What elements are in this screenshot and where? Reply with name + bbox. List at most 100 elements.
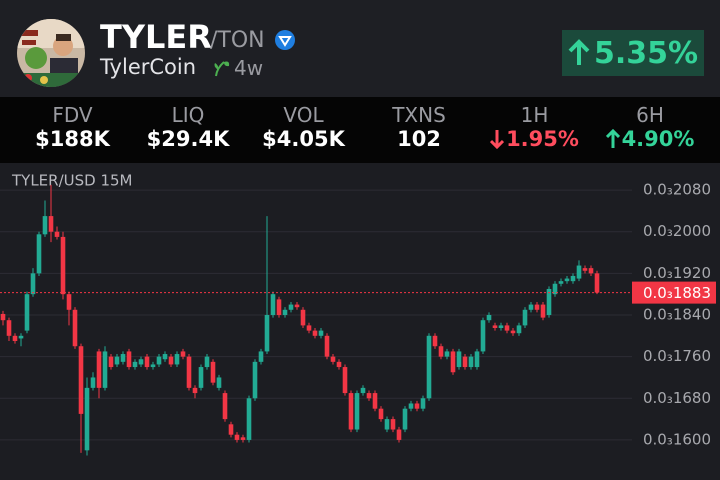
candle-body — [126, 351, 132, 368]
change-box: 5.35% — [562, 30, 704, 76]
candle-body — [330, 356, 336, 362]
candle-body — [402, 408, 408, 430]
stat-value-row: 1.95% — [477, 127, 592, 151]
candle-body — [72, 309, 78, 347]
y-tick-label: 0.0₃1680 — [643, 389, 711, 407]
candle-body — [432, 335, 438, 347]
candle-body — [132, 361, 138, 368]
candle-body — [468, 356, 474, 368]
y-tick-label: 0.0₃1600 — [643, 430, 711, 448]
candle-body — [360, 387, 366, 394]
candle-body — [438, 346, 444, 357]
candle-body — [96, 351, 102, 388]
candle-body — [414, 403, 420, 409]
token-symbol: TYLER — [100, 18, 212, 56]
candle-body — [384, 419, 390, 430]
candle-body — [114, 356, 120, 365]
price-chart: TYLER/USD 15M 0.0₃2080 0.0₃2000 0.0₃1920 0.… — [0, 163, 720, 480]
candle-body — [150, 364, 156, 368]
candle-body — [312, 330, 318, 336]
candle-body — [318, 330, 324, 336]
stat-label: LIQ — [171, 103, 205, 127]
stat: VOL $4.05K — [246, 97, 361, 151]
arrow-shape — [605, 129, 620, 148]
candle-body — [336, 361, 342, 368]
stat: FDV $188K — [15, 97, 130, 151]
candle-body — [36, 234, 42, 274]
candle-body — [486, 314, 492, 321]
candle-body — [138, 359, 144, 365]
last-price-tag — [632, 281, 716, 304]
candle-body — [534, 304, 540, 310]
candle-body — [222, 393, 228, 420]
down-arrow — [490, 130, 505, 149]
token-name: TylerCoin — [100, 55, 197, 79]
stat: 6H 4.90% — [593, 97, 708, 151]
stats-bar: FDV $188K LIQ $29.4K VOL $4.05K TXNS 102 1H 1.95%… — [0, 97, 720, 163]
stat-value-row: $4.05K — [246, 127, 361, 151]
candle-body — [474, 351, 480, 368]
candle-body — [282, 309, 288, 315]
stat-label: TXNS — [392, 103, 446, 127]
candle-body — [258, 351, 264, 362]
stat-value-row: 102 — [362, 127, 477, 151]
price-change: 5.35% — [593, 35, 699, 71]
candle-body — [504, 325, 510, 331]
candle-body — [348, 393, 354, 430]
stat: LIQ $29.4K — [131, 97, 246, 151]
candle-body — [84, 387, 90, 451]
candle-body — [558, 281, 564, 284]
candle-body — [18, 335, 24, 339]
candle-body — [60, 236, 66, 295]
candle-body — [366, 393, 372, 399]
candle-body — [156, 356, 162, 365]
candle-body — [480, 320, 486, 352]
candle-body — [564, 278, 570, 282]
candle-body — [306, 325, 312, 331]
candle-body — [192, 387, 198, 394]
candle-body — [180, 351, 186, 357]
candle-body — [162, 354, 168, 360]
candle-body — [24, 294, 30, 331]
candle-body — [252, 361, 258, 399]
last-price-label: 0.0₃1883 — [643, 284, 711, 302]
candle-body — [204, 356, 210, 368]
stat-label: 6H — [636, 103, 664, 127]
candle-body — [324, 335, 330, 357]
candle-body — [528, 304, 534, 310]
candle-body — [378, 408, 384, 420]
candle-body — [144, 356, 150, 368]
candle-body — [48, 216, 54, 232]
candle-body — [174, 354, 180, 365]
candle-body — [90, 377, 96, 388]
stat-value: 4.90% — [621, 127, 695, 151]
candle-body — [570, 275, 576, 282]
y-tick-label: 0.0₃2000 — [643, 222, 711, 240]
up-arrow — [605, 129, 620, 148]
stat-label: 1H — [520, 103, 549, 127]
stat-value: 1.95% — [506, 127, 579, 151]
y-tick-label: 0.0₃2080 — [643, 181, 711, 199]
stat-value: $4.05K — [262, 127, 345, 151]
candle-body — [264, 314, 270, 352]
candle-body — [0, 313, 6, 321]
token-age: 4w — [234, 56, 264, 80]
candle-body — [576, 265, 582, 279]
candle-body — [78, 346, 84, 414]
candle-body — [594, 273, 600, 293]
candle-body — [102, 351, 108, 388]
candle-body — [12, 335, 18, 342]
candle-body — [546, 288, 552, 315]
candle-body — [540, 304, 546, 318]
candle-body — [288, 304, 294, 310]
candle-body — [510, 330, 516, 334]
stat-value: $188K — [35, 127, 110, 151]
candle-body — [372, 393, 378, 409]
candle-body — [228, 424, 234, 435]
candle-body — [54, 231, 60, 237]
candle-body — [234, 434, 240, 440]
candle-body — [186, 356, 192, 388]
candle-body — [120, 354, 126, 362]
candle-body — [444, 351, 450, 357]
stat: 1H 1.95% — [477, 97, 592, 151]
